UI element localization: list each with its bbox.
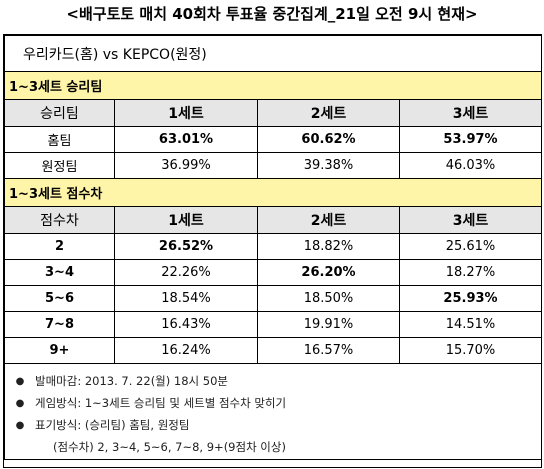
value-cell: 16.57% [257, 337, 400, 364]
value-cell: 19.91% [257, 311, 400, 338]
note-display-detail: (점수차) 2, 3~4, 5~6, 7~8, 9+(9점차 이상) [6, 436, 541, 458]
table-row: 5~6 18.54% 18.50% 25.93% [4, 285, 543, 312]
note-method: ● 게임방식: 1~3세트 승리팀 및 세트별 점수차 맞히기 [6, 392, 541, 414]
table-row: 3~4 22.26% 26.20% 18.27% [4, 259, 543, 286]
bullet-icon: ● [15, 419, 25, 431]
value-cell: 53.97% [398, 126, 543, 153]
section-margin-header: 점수차 1세트 2세트 3세트 [4, 206, 543, 234]
row-label: 7~8 [4, 311, 115, 338]
table-row: 2 26.52% 18.82% 25.61% [4, 233, 543, 260]
row-label: 원정팀 [4, 152, 115, 179]
value-cell: 25.61% [398, 233, 543, 260]
match-title: 우리카드(홈) vs KEPCO(원정) [3, 35, 543, 72]
value-cell: 18.27% [398, 259, 543, 286]
table-row: 원정팀 36.99% 39.38% 46.03% [4, 152, 543, 179]
value-cell: 18.50% [257, 285, 400, 312]
section-win-header: 승리팀 1세트 2세트 3세트 [4, 99, 543, 127]
header-cell: 2세트 [257, 206, 400, 234]
table-row: 홈팀 63.01% 60.62% 53.97% [4, 126, 543, 153]
value-cell: 18.54% [114, 285, 258, 312]
note-display: ● 표기방식: (승리팀) 홈팀, 원정팀 [6, 414, 541, 436]
value-cell: 15.70% [398, 337, 543, 364]
note-deadline: ● 발매마감: 2013. 7. 22(월) 18시 50분 [6, 370, 541, 392]
row-label: 2 [4, 233, 115, 260]
row-label: 9+ [4, 337, 115, 364]
page-title: <배구토토 매치 40회차 투표율 중간집계_21일 오전 9시 현재> [66, 5, 478, 23]
header-cell: 점수차 [4, 206, 115, 234]
row-label: 홈팀 [4, 126, 115, 153]
vote-rate-table: 우리카드(홈) vs KEPCO(원정) 1~3세트 승리팀 승리팀 1세트 2… [3, 34, 543, 468]
value-cell: 26.52% [114, 233, 258, 260]
bullet-icon: ● [15, 397, 25, 409]
header-cell: 3세트 [398, 206, 543, 234]
value-cell: 25.93% [398, 285, 543, 312]
note-text: (점수차) 2, 3~4, 5~6, 7~8, 9+(9점차 이상) [53, 440, 286, 454]
value-cell: 36.99% [114, 152, 258, 179]
value-cell: 46.03% [398, 152, 543, 179]
table-row: 7~8 16.43% 19.91% 14.51% [4, 311, 543, 338]
value-cell: 22.26% [114, 259, 258, 286]
value-cell: 63.01% [114, 126, 258, 153]
header-cell: 1세트 [114, 206, 258, 234]
header-cell: 1세트 [114, 99, 258, 127]
section-win-title: 1~3세트 승리팀 [3, 71, 543, 100]
header-cell: 2세트 [257, 99, 400, 127]
value-cell: 18.82% [257, 233, 400, 260]
header-cell: 승리팀 [4, 99, 115, 127]
value-cell: 60.62% [257, 126, 400, 153]
value-cell: 16.24% [114, 337, 258, 364]
value-cell: 26.20% [257, 259, 400, 286]
row-label: 5~6 [4, 285, 115, 312]
header-cell: 3세트 [398, 99, 543, 127]
table-row: 9+ 16.24% 16.57% 15.70% [4, 337, 543, 364]
note-text: 게임방식: 1~3세트 승리팀 및 세트별 점수차 맞히기 [35, 396, 287, 410]
notes-section: ● 발매마감: 2013. 7. 22(월) 18시 50분 ● 게임방식: 1… [3, 363, 543, 460]
value-cell: 14.51% [398, 311, 543, 338]
note-text: 표기방식: (승리팀) 홈팀, 원정팀 [35, 418, 190, 432]
section-margin-title: 1~3세트 점수차 [3, 178, 543, 207]
value-cell: 39.38% [257, 152, 400, 179]
bullet-icon: ● [15, 375, 25, 387]
note-text: 발매마감: 2013. 7. 22(월) 18시 50분 [35, 374, 228, 388]
row-label: 3~4 [4, 259, 115, 286]
value-cell: 16.43% [114, 311, 258, 338]
